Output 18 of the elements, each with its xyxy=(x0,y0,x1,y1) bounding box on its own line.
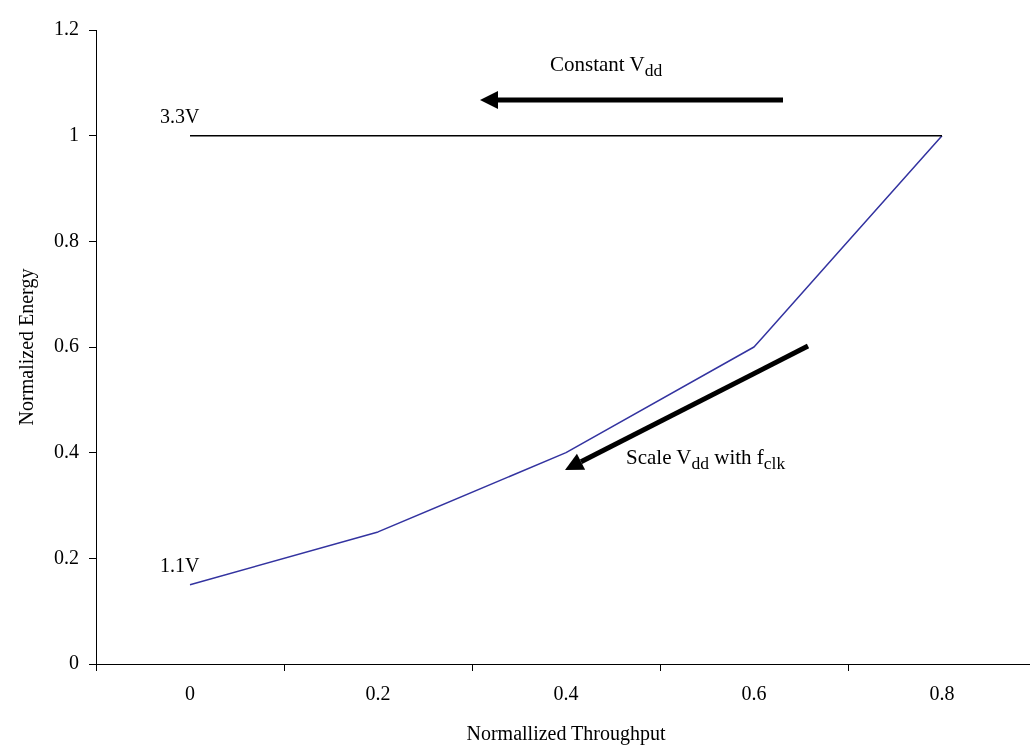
x-axis-title: Normallized Throughput xyxy=(466,722,666,746)
y-tick-label: 1.2 xyxy=(54,17,79,40)
y-tick-label: 0.2 xyxy=(54,545,79,568)
annotation: Constant V$_{dd}$ xyxy=(550,52,663,82)
x-tick-label: 0.2 xyxy=(365,682,391,705)
x-tick-label: 0.6 xyxy=(741,682,767,705)
y-tick-label: 1 xyxy=(69,122,79,145)
annotation: 3.3V xyxy=(160,104,200,127)
annotation: Scale V$_{dd}$ with f$_{clk}$ xyxy=(626,445,786,475)
annotation: 1.1V xyxy=(160,554,200,576)
y-tick-label: 0.4 xyxy=(54,439,79,462)
x-tick-label: 0 xyxy=(185,682,195,705)
y-tick-label: 0 xyxy=(69,651,79,674)
y-tick-label: 0.8 xyxy=(54,228,79,251)
x-tick-label: 0.8 xyxy=(929,682,955,705)
y-tick-label: 0.6 xyxy=(54,334,79,357)
y-axis-title: Normalized Energy xyxy=(15,268,39,426)
x-tick-label: 0.4 xyxy=(553,682,579,705)
